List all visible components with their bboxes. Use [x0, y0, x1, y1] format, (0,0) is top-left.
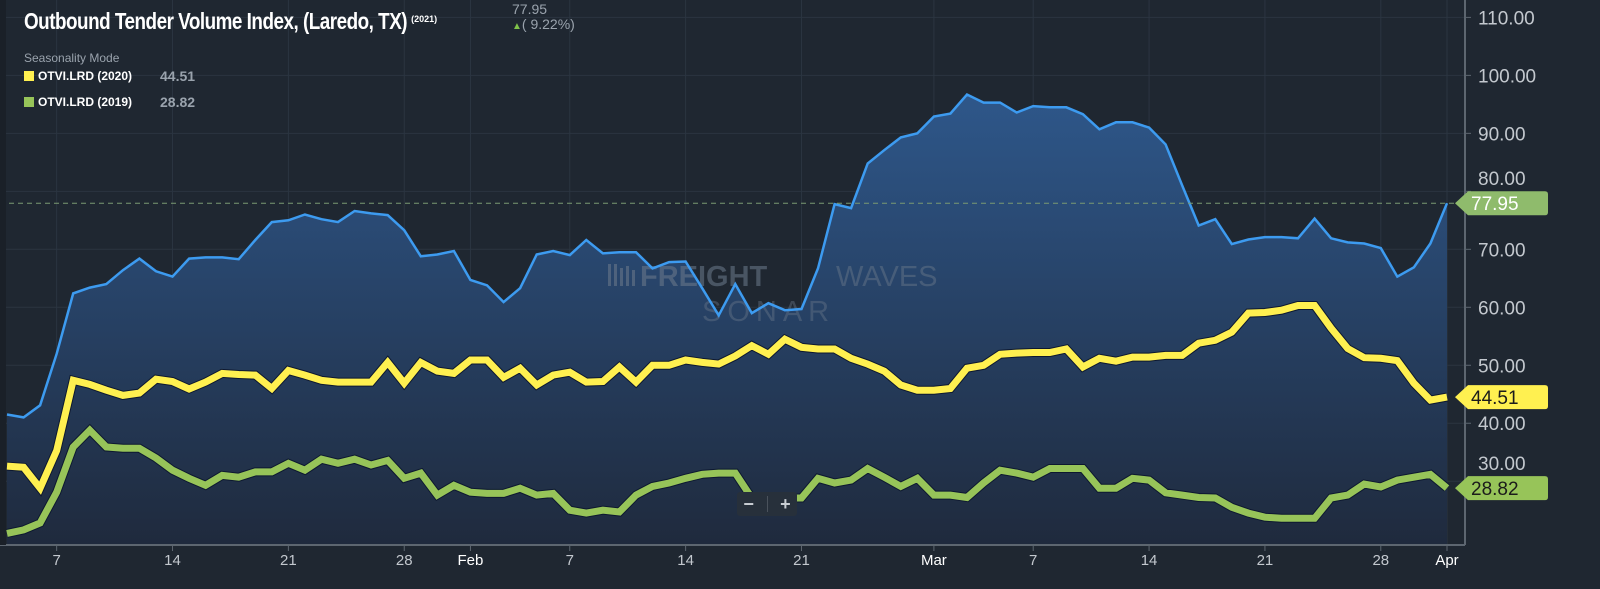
x-tick-label: Feb — [458, 552, 484, 569]
legend-item-2020[interactable]: OTVI.LRD (2020) — [24, 69, 132, 83]
legend-label: OTVI.LRD (2019) — [38, 95, 133, 109]
y-axis-ticks: 110.00 100.00 90.00 80.00 70.00 60.00 50.00 40.… — [1465, 8, 1536, 482]
y-tick-label: 100.00 — [1478, 66, 1536, 87]
last-value-flag-s2019: 28.82 — [1455, 476, 1548, 501]
zoom-in-button[interactable]: + — [780, 493, 791, 514]
series-lines — [6, 92, 1450, 538]
x-axis-ticks: 7 14 21 28 Feb 7 14 21 Mar 7 14 21 28 Apr — [52, 545, 1459, 569]
flag-shape — [1455, 385, 1548, 410]
watermark-waves: WAVES — [836, 261, 938, 293]
y-tick-label: 90.00 — [1478, 124, 1526, 145]
x-tick-label: 7 — [566, 552, 574, 569]
x-tick-label: 21 — [1257, 552, 1274, 569]
x-tick-label: Apr — [1435, 552, 1458, 569]
x-tick-label: 14 — [164, 552, 181, 569]
legend-item-2019[interactable]: OTVI.LRD (2019) — [24, 95, 132, 109]
x-tick-label: 7 — [1029, 552, 1037, 569]
divider — [766, 496, 768, 512]
chart-header: Outbound Tender Volume Index, (Laredo, T… — [24, 8, 491, 35]
y-tick-label: 80.00 — [1478, 169, 1526, 190]
x-tick-label: 7 — [52, 552, 60, 569]
flag-shape — [1455, 191, 1548, 216]
x-tick-label: 28 — [1372, 552, 1389, 569]
x-tick-label: 28 — [396, 552, 413, 569]
percent-change: ( 9.22%) — [521, 16, 575, 32]
x-tick-label: 21 — [280, 552, 297, 569]
zoom-out-button[interactable]: − — [743, 493, 754, 514]
legend-swatch-green — [24, 97, 34, 107]
chart-title: Outbound Tender Volume Index, (Laredo, T… — [24, 8, 408, 34]
last-value-labels: 28.82 44.51 77.95 — [1455, 191, 1548, 501]
y-tick-label: 60.00 — [1478, 298, 1526, 319]
series-line-s2021 — [6, 92, 1449, 419]
watermark-sonar: SONAR — [702, 296, 835, 328]
legend-value-2019: 28.82 — [160, 94, 196, 110]
series-line-s2019 — [6, 425, 1450, 537]
y-tick-label: 30.00 — [1478, 454, 1526, 475]
seasonality-mode-label: Seasonality Mode — [24, 51, 120, 65]
y-tick-label: 110.00 — [1478, 8, 1535, 29]
last-value: 77.95 — [512, 1, 548, 17]
legend-value-2020: 44.51 — [160, 68, 196, 84]
axes — [0, 0, 1466, 546]
flag-label: 28.82 — [1471, 479, 1519, 500]
legend-label: OTVI.LRD (2020) — [38, 69, 133, 83]
last-value-flag-s2021: 77.95 — [1455, 191, 1548, 216]
zoom-controls: − + — [737, 492, 797, 516]
last-value-flag-s2020: 44.51 — [1455, 385, 1548, 410]
arrow-up-icon: ▲ — [512, 21, 522, 32]
y-tick-label: 40.00 — [1478, 414, 1526, 435]
area-fill-2021 — [7, 94, 1447, 545]
area-2021 — [7, 94, 1447, 545]
year-tag: (2021) — [411, 14, 438, 24]
x-tick-label: 14 — [677, 552, 694, 569]
x-tick-label: Mar — [921, 552, 947, 569]
legend-swatch-yellow — [24, 71, 34, 81]
flag-label: 44.51 — [1471, 388, 1519, 409]
left-edge — [0, 0, 6, 545]
last-value-block: 77.95 ▲( 9.22%) — [512, 2, 575, 34]
x-tick-label: 21 — [793, 552, 810, 569]
flag-label: 77.95 — [1471, 194, 1519, 215]
freightwaves-logo-icon — [608, 264, 635, 286]
x-tick-label: 14 — [1141, 552, 1158, 569]
flag-shape — [1455, 476, 1548, 501]
y-tick-label: 70.00 — [1478, 240, 1526, 261]
series-line-s2020 — [6, 302, 1448, 495]
y-tick-label: 50.00 — [1478, 356, 1526, 377]
